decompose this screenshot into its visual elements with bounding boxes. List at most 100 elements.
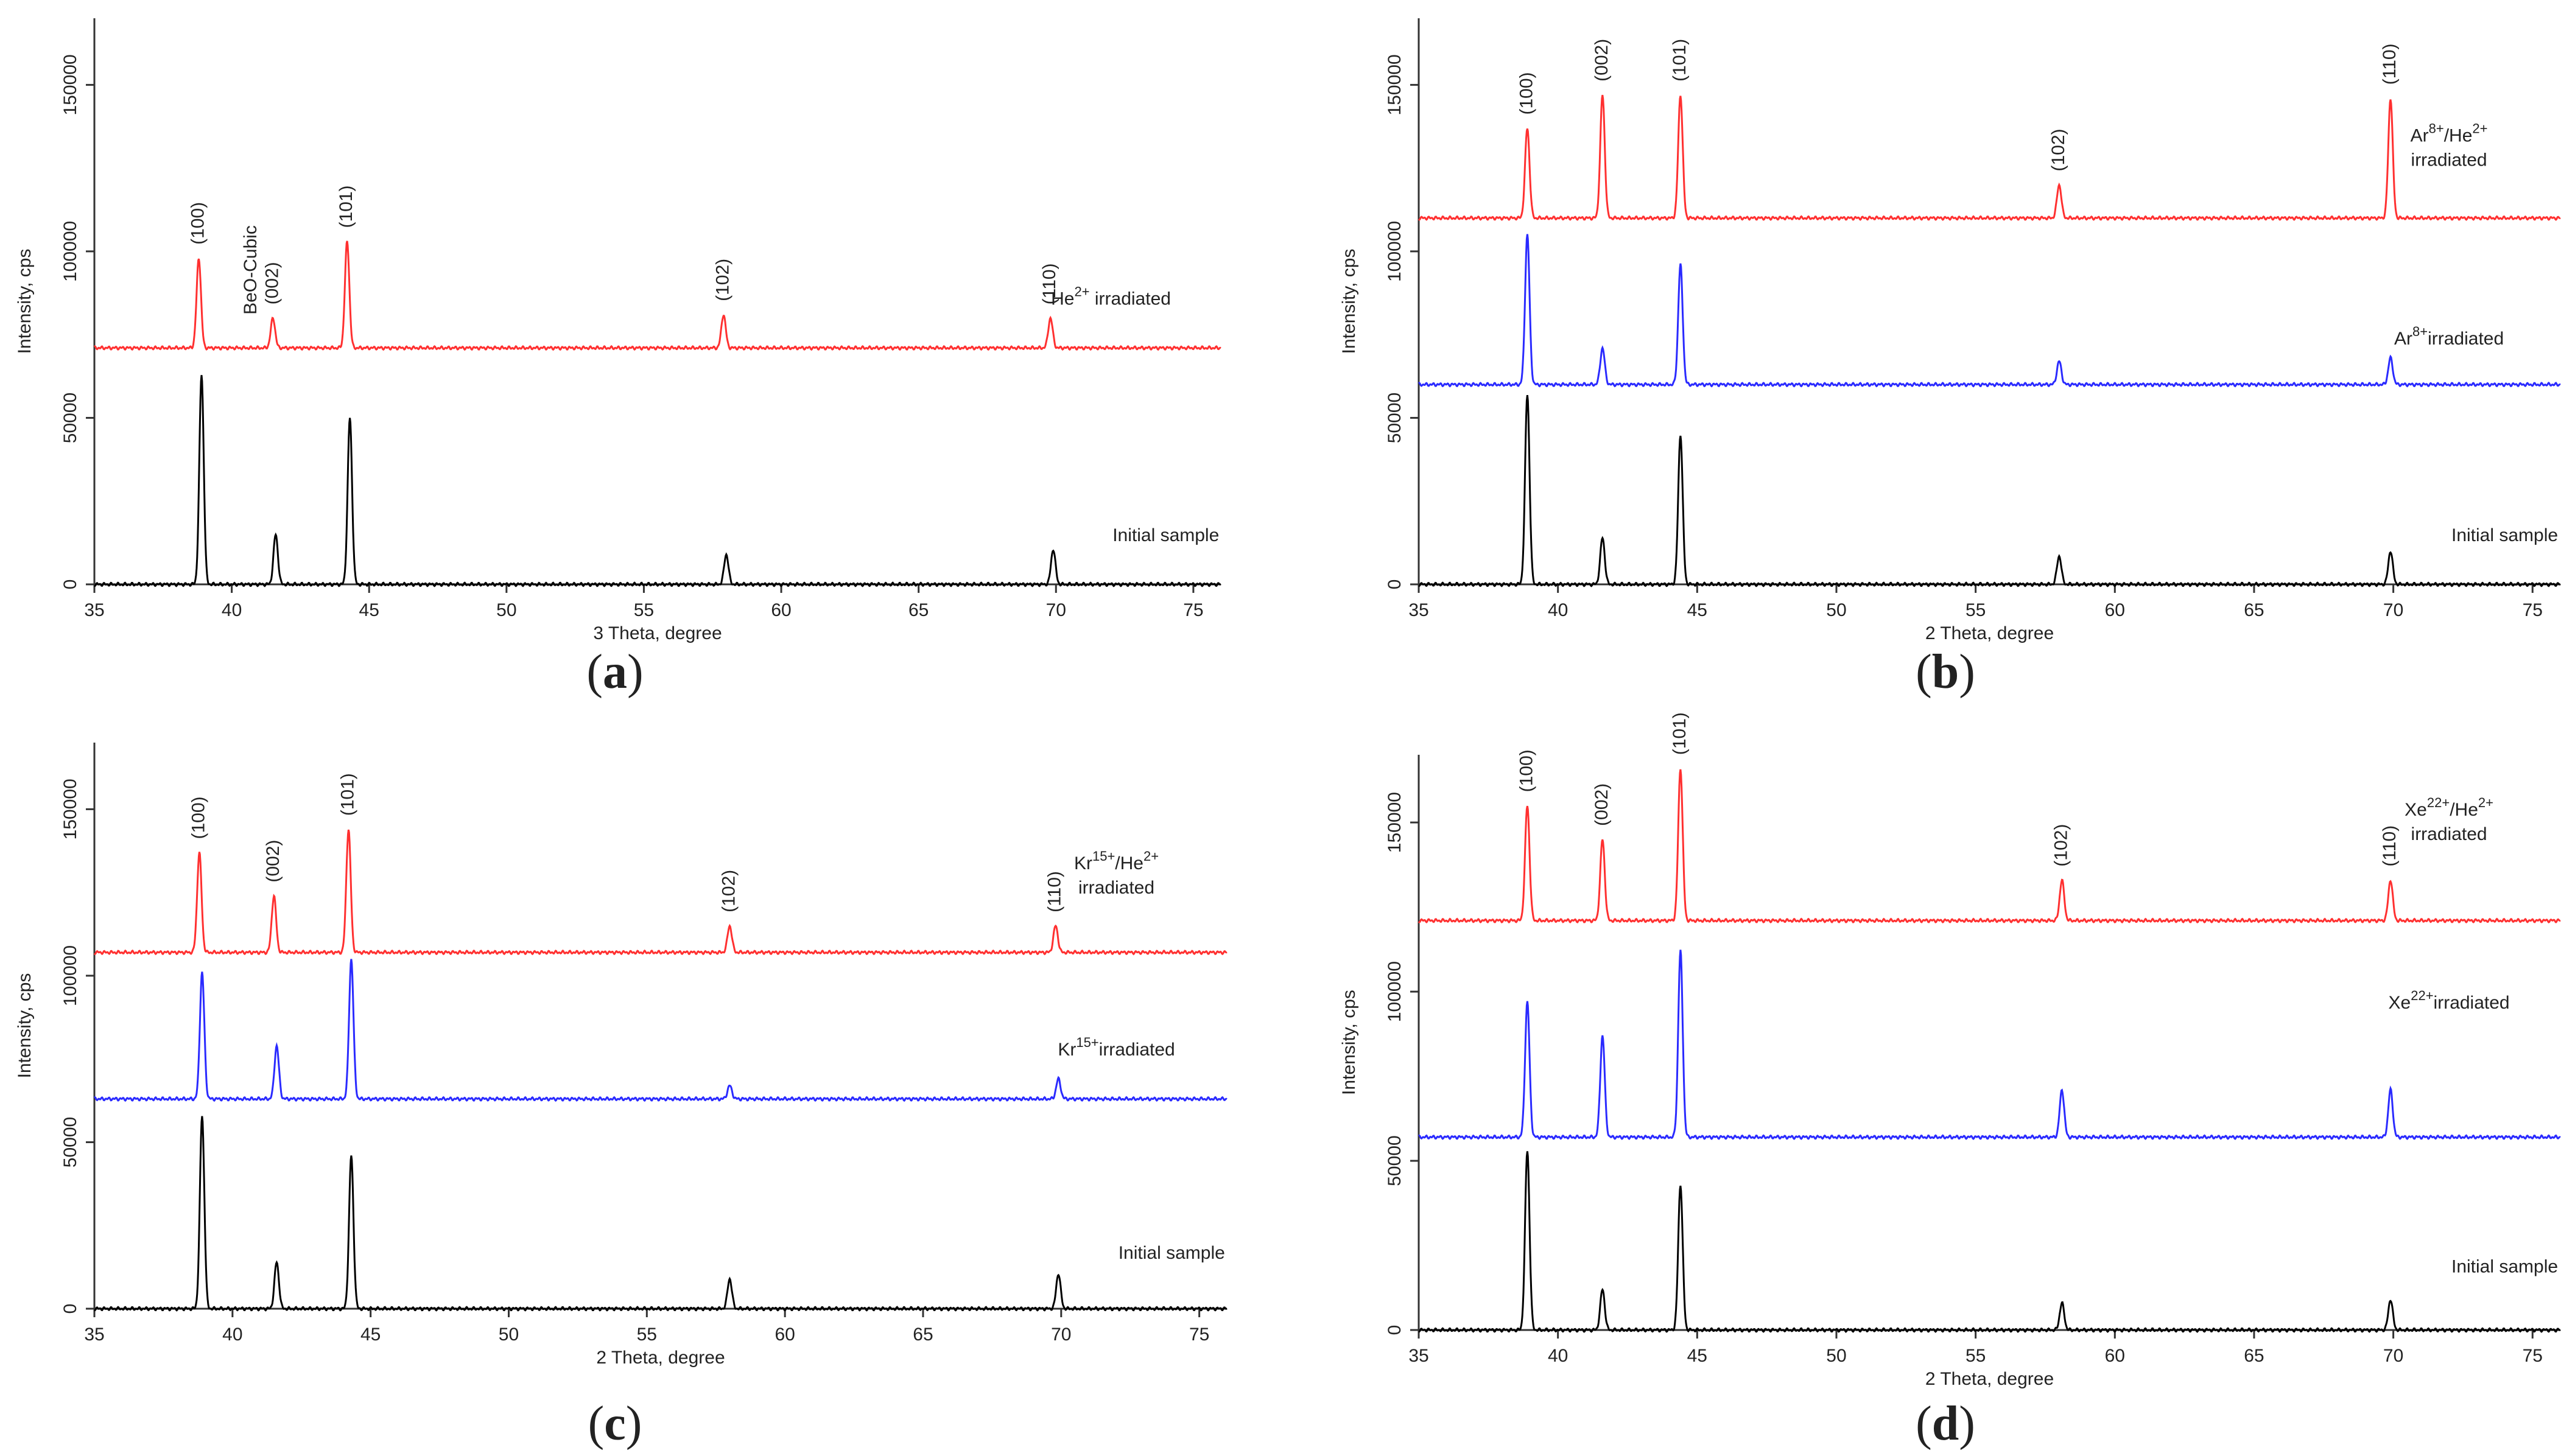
x-tick-label: 60 bbox=[2105, 600, 2125, 620]
x-tick-label: 55 bbox=[634, 600, 654, 620]
peak-hkl-label: (101) bbox=[1670, 39, 1690, 82]
peak-hkl-label: (002) bbox=[262, 262, 282, 304]
series-line bbox=[94, 959, 1228, 1102]
y-tick-label: 50000 bbox=[60, 393, 80, 443]
series-label: Initial sample bbox=[1112, 525, 1219, 545]
peak-hkl-label: (102) bbox=[712, 259, 732, 301]
peak-hkl-label: (102) bbox=[2048, 128, 2068, 171]
y-tick-label: 150000 bbox=[1385, 792, 1405, 853]
y-tick-label: 150000 bbox=[60, 779, 80, 839]
peak-hkl-label: (110) bbox=[1045, 871, 1065, 912]
series-label: Initial sample bbox=[1119, 1243, 1225, 1263]
x-tick-label: 65 bbox=[908, 600, 929, 620]
annotation: BeO-Cubic bbox=[241, 225, 261, 315]
panel-a-caption: (a) bbox=[586, 645, 643, 699]
x-tick-label: 40 bbox=[222, 1325, 242, 1345]
peak-hkl-label: (002) bbox=[263, 840, 283, 883]
y-tick-label: 150000 bbox=[1385, 54, 1405, 115]
panel-d: 35 40 45 50 55 60 65 70 75 0 50000 100000 150000 2 Th… bbox=[1339, 712, 2561, 1389]
y-tick-label: 0 bbox=[1385, 579, 1405, 590]
x-tick-label: 35 bbox=[1408, 600, 1428, 620]
y-axis-label: Intensity, cps bbox=[1339, 249, 1359, 354]
x-tick-label: 70 bbox=[2383, 600, 2403, 620]
series-label-line2: irradiated bbox=[1078, 878, 1154, 898]
x-axis-label: 2 Theta, degree bbox=[596, 1348, 725, 1368]
series-line bbox=[93, 829, 1228, 956]
series-line bbox=[1418, 395, 2561, 587]
peak-hkl-label: (100) bbox=[188, 796, 208, 839]
series-label: Kr15+/He2+ bbox=[1074, 849, 1159, 873]
peak-hkl-label: (002) bbox=[1592, 39, 1612, 82]
peak-hkl-label: (100) bbox=[1516, 749, 1536, 792]
series-line bbox=[1418, 950, 2561, 1140]
x-tick-label: 60 bbox=[775, 1325, 795, 1345]
y-tick-label: 50000 bbox=[1385, 1135, 1405, 1186]
y-axis-label: Intensity, cps bbox=[15, 249, 35, 354]
x-tick-label: 55 bbox=[1966, 600, 1986, 620]
peak-hkl-label: (102) bbox=[718, 870, 739, 912]
peak-hkl-label: (110) bbox=[1039, 264, 1059, 305]
x-tick-label: 50 bbox=[496, 600, 516, 620]
panel-d-caption: (d) bbox=[1916, 1397, 1975, 1451]
series-line bbox=[94, 1116, 1228, 1312]
x-tick-label: 70 bbox=[1046, 600, 1066, 620]
panel-c: 35 40 45 50 55 60 65 70 75 0 50000 100000 150000 2 Th… bbox=[15, 743, 1228, 1368]
x-axis-label: 2 Theta, degree bbox=[1925, 623, 2054, 643]
series-label: Initial sample bbox=[2451, 1257, 2558, 1277]
series-label: Xe22+/He2+ bbox=[2405, 795, 2493, 820]
x-tick-label: 45 bbox=[1687, 600, 1707, 620]
x-tick-label: 45 bbox=[360, 1325, 381, 1345]
y-tick-label: 0 bbox=[1385, 1325, 1405, 1335]
peak-hkl-label: (101) bbox=[1670, 712, 1690, 755]
x-axis-label: 2 Theta, degree bbox=[1925, 1369, 2054, 1389]
series-line bbox=[1417, 94, 2561, 221]
x-tick-label: 75 bbox=[2523, 600, 2543, 620]
series-label: Kr15+irradiated bbox=[1058, 1035, 1175, 1060]
x-axis-label: 3 Theta, degree bbox=[593, 623, 722, 643]
series-label-line2: irradiated bbox=[2411, 150, 2487, 170]
peak-hkl-label: (110) bbox=[2380, 43, 2400, 85]
y-tick-label: 50000 bbox=[1385, 393, 1405, 443]
y-tick-label: 100000 bbox=[60, 221, 80, 282]
x-tick-label: 40 bbox=[222, 600, 242, 620]
x-tick-label: 75 bbox=[2523, 1346, 2543, 1366]
series-line bbox=[1418, 1151, 2561, 1333]
panel-a: 35 40 45 50 55 60 65 70 75 0 50000 100000 150000 3 Th… bbox=[15, 18, 1221, 643]
x-tick-label: 50 bbox=[1826, 1346, 1846, 1366]
y-tick-label: 100000 bbox=[60, 945, 80, 1006]
x-tick-label: 65 bbox=[2244, 600, 2264, 620]
peak-hkl-label: (100) bbox=[1516, 72, 1536, 114]
peak-hkl-label: (101) bbox=[336, 185, 356, 228]
y-axis-label: Intensity, cps bbox=[15, 973, 35, 1079]
x-tick-label: 75 bbox=[1183, 600, 1203, 620]
x-tick-label: 70 bbox=[1051, 1325, 1071, 1345]
x-tick-label: 60 bbox=[771, 600, 791, 620]
peak-hkl-label: (002) bbox=[1592, 783, 1612, 826]
x-tick-label: 55 bbox=[637, 1325, 657, 1345]
series-label: Initial sample bbox=[2451, 525, 2558, 545]
y-tick-label: 0 bbox=[60, 1304, 80, 1314]
series-label: He2+ irradiated bbox=[1051, 284, 1171, 309]
y-tick-label: 0 bbox=[60, 579, 80, 590]
x-tick-label: 70 bbox=[2383, 1346, 2403, 1366]
x-tick-label: 35 bbox=[1408, 1346, 1428, 1366]
x-tick-label: 40 bbox=[1548, 1346, 1568, 1366]
series-label: Ar8+irradiated bbox=[2394, 324, 2504, 349]
series-label-line2: irradiated bbox=[2411, 824, 2487, 844]
x-tick-label: 35 bbox=[84, 1325, 104, 1345]
peak-hkl-label: (110) bbox=[2380, 825, 2400, 867]
y-tick-label: 150000 bbox=[60, 54, 80, 115]
series-line bbox=[94, 375, 1221, 587]
y-tick-label: 100000 bbox=[1385, 961, 1405, 1022]
peak-hkl-label: (101) bbox=[337, 773, 357, 816]
panel-b-caption: (b) bbox=[1916, 645, 1975, 699]
x-tick-label: 35 bbox=[84, 600, 104, 620]
series-label: Xe22+irradiated bbox=[2389, 988, 2510, 1013]
x-tick-label: 65 bbox=[913, 1325, 933, 1345]
x-tick-label: 40 bbox=[1548, 600, 1568, 620]
x-tick-label: 75 bbox=[1189, 1325, 1209, 1345]
peak-hkl-label: (100) bbox=[188, 202, 208, 245]
y-axis-label: Intensity, cps bbox=[1339, 990, 1359, 1095]
